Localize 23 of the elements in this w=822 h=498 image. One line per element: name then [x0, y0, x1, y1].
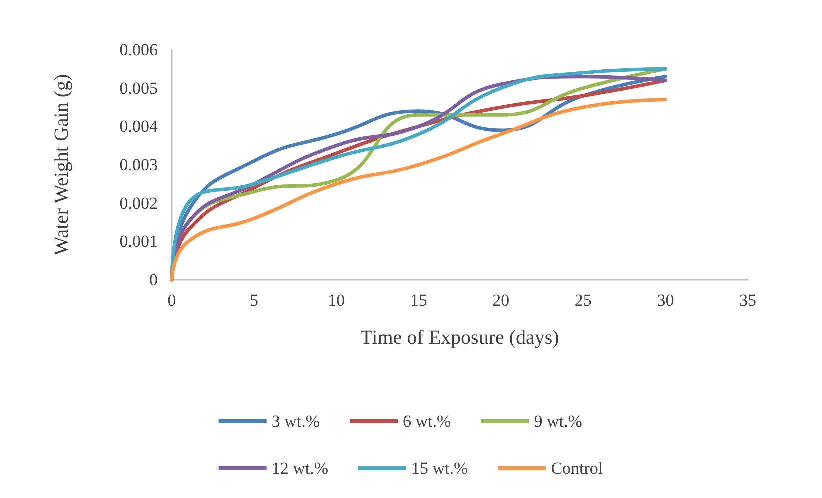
y-tick-label: 0.001 [120, 232, 158, 252]
legend-label: 9 wt.% [534, 412, 582, 431]
x-axis-title: Time of Exposure (days) [360, 327, 560, 349]
legend-label: 15 wt.% [412, 459, 468, 478]
legend-label: 12 wt.% [272, 459, 329, 478]
y-tick-label: 0.002 [120, 194, 158, 213]
legend-label: Control [551, 459, 604, 478]
y-tick-label: 0 [150, 270, 158, 290]
x-tick-label: 35 [740, 291, 756, 310]
x-tick-label: 0 [168, 291, 176, 310]
y-axis-title: Water Weight Gain (g) [51, 74, 73, 256]
legend-label: 3 wt.% [272, 412, 320, 431]
x-tick-label: 30 [657, 291, 674, 310]
y-tick-label: 0.005 [120, 78, 158, 98]
y-tick-label: 0.006 [120, 40, 158, 60]
x-tick-label: 25 [574, 291, 592, 310]
legend-label: 6 wt.% [403, 412, 452, 431]
x-tick-label: 20 [492, 291, 510, 310]
y-tick-label: 0.004 [120, 117, 158, 136]
x-tick-label: 10 [328, 291, 346, 310]
y-tick-label: 0.003 [120, 156, 158, 174]
x-tick-label: 15 [410, 291, 428, 310]
x-tick-label: 5 [250, 291, 259, 310]
